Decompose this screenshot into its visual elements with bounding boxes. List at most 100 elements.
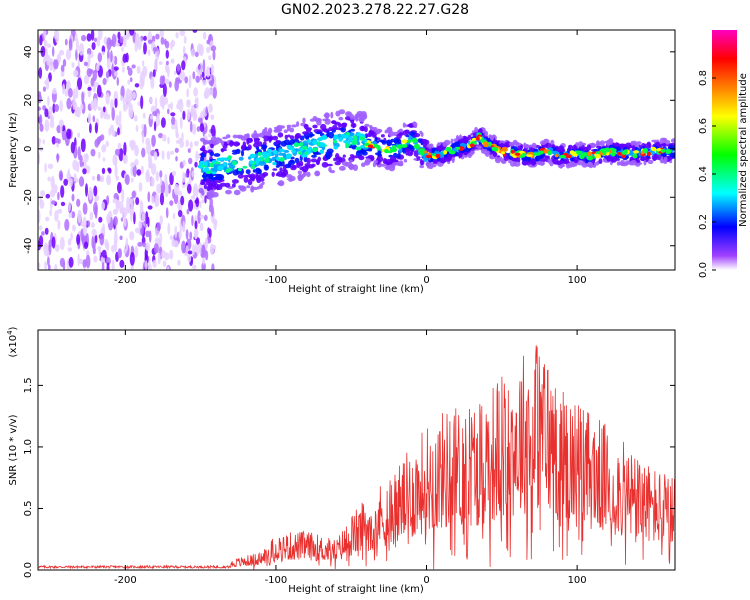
heatmap-band-cell <box>408 131 416 136</box>
heatmap-band-cell <box>328 166 332 173</box>
colorbar: 0.0 0.2 0.4 0.6 0.8 Normalized spectral ampl… <box>698 30 749 278</box>
heatmap-band-cell <box>225 189 232 195</box>
heatmap-noise-cell <box>209 243 215 256</box>
spectrogram-x-tick-label: 100 <box>568 275 587 286</box>
heatmap-noise-cell <box>105 113 111 120</box>
heatmap-noise-cell <box>138 182 143 192</box>
heatmap-noise-cell <box>148 157 153 169</box>
heatmap-band-cell <box>475 145 482 149</box>
heatmap-noise-cell <box>159 30 165 38</box>
heatmap-noise-cell <box>178 229 182 240</box>
heatmap-band-cell <box>451 156 455 163</box>
heatmap-noise-cell <box>174 225 178 239</box>
heatmap-band-cell <box>324 153 330 157</box>
heatmap-band-cell <box>208 184 214 190</box>
heatmap-band-cell <box>380 134 385 138</box>
heatmap-noise-cell <box>167 222 171 235</box>
heatmap-band-cell <box>279 167 283 172</box>
heatmap-ridge-cell <box>611 148 617 153</box>
heatmap-band-cell <box>593 162 600 166</box>
heatmap-band-cell <box>405 134 410 138</box>
heatmap-band-cell <box>258 177 265 182</box>
heatmap-band-cell <box>616 161 621 166</box>
heatmap-noise-cell <box>71 62 75 68</box>
heatmap-band-cell <box>246 185 251 189</box>
heatmap-band-cell <box>311 154 317 158</box>
heatmap-noise-cell <box>84 241 89 249</box>
heatmap-noise-cell <box>147 191 151 203</box>
heatmap-noise-cell <box>43 30 47 39</box>
heatmap-noise-cell <box>125 174 130 186</box>
heatmap-band-cell <box>599 140 605 147</box>
heatmap-band-cell <box>621 144 627 148</box>
heatmap-band-cell <box>213 179 218 186</box>
heatmap-noise-cell <box>191 215 194 227</box>
heatmap-band-cell <box>488 134 492 138</box>
heatmap-noise-cell <box>87 86 92 91</box>
heatmap-noise-cell <box>169 200 174 206</box>
heatmap-noise-cell <box>141 130 145 144</box>
heatmap-band-cell <box>255 133 259 139</box>
heatmap-ridge-cell <box>623 149 628 155</box>
heatmap-band-cell <box>373 129 378 133</box>
heatmap-noise-cell <box>51 136 56 145</box>
heatmap-ridge-cell <box>333 145 339 150</box>
heatmap-ridge-cell <box>285 153 292 159</box>
heatmap-noise-cell <box>151 134 156 147</box>
heatmap-noise-cell <box>111 63 114 77</box>
heatmap-noise-cell <box>59 236 65 251</box>
heatmap-band-cell <box>261 144 268 149</box>
heatmap-band-cell <box>238 156 244 161</box>
heatmap-ridge-cell <box>660 149 666 153</box>
heatmap-noise-cell <box>45 216 50 222</box>
heatmap-noise-cell <box>57 138 61 144</box>
heatmap-noise-cell <box>52 103 56 114</box>
heatmap-noise-cell <box>131 140 136 150</box>
heatmap-band-cell <box>558 147 563 151</box>
colorbar-tick-label: 0.4 <box>698 166 709 182</box>
heatmap-ridge-cell <box>482 141 489 147</box>
heatmap-noise-cell <box>93 255 98 263</box>
heatmap-band-cell <box>402 122 406 128</box>
snr-y-label: SNR (10 * v/v) <box>8 414 19 485</box>
heatmap-noise-cell <box>78 176 85 187</box>
heatmap-ridge-cell <box>411 138 418 143</box>
heatmap-band-cell <box>289 135 295 140</box>
heatmap-band-cell <box>588 162 594 169</box>
snr-x-label: Height of straight line (km) <box>288 584 424 595</box>
heatmap-noise-cell <box>163 96 169 105</box>
heatmap-noise-cell <box>153 121 157 132</box>
heatmap-ridge-cell <box>318 136 325 140</box>
heatmap-ridge-cell <box>576 150 583 155</box>
heatmap-band-cell <box>232 134 238 139</box>
heatmap-noise-cell <box>67 247 73 252</box>
heatmap-noise-cell <box>166 266 170 270</box>
heatmap-noise-cell <box>54 244 60 252</box>
heatmap-noise-cell <box>116 202 121 209</box>
heatmap-band-cell <box>389 156 397 162</box>
heatmap-noise-cell <box>91 42 96 51</box>
heatmap-band-cell <box>272 168 278 171</box>
heatmap-band-cell <box>200 155 205 162</box>
heatmap-noise-cell <box>87 113 92 124</box>
heatmap-noise-cell <box>114 71 119 77</box>
heatmap-noise-cell <box>194 220 198 230</box>
heatmap-band-cell <box>403 158 408 163</box>
heatmap-band-cell <box>315 159 320 166</box>
heatmap-noise-cell <box>38 114 43 126</box>
heatmap-noise-cell <box>202 59 206 73</box>
heatmap-noise-cell <box>190 48 196 57</box>
heatmap-noise-cell <box>85 254 91 269</box>
spectrogram-y-tick-label: 0 <box>23 146 34 152</box>
snr-frame <box>37 329 676 571</box>
heatmap-band-cell <box>304 164 310 170</box>
heatmap-band-cell <box>278 152 285 156</box>
heatmap-noise-cell <box>66 128 72 140</box>
heatmap-noise-cell <box>54 104 59 112</box>
heatmap-noise-cell <box>177 99 183 105</box>
heatmap-noise-cell <box>111 129 116 137</box>
heatmap-noise-cell <box>68 38 73 51</box>
heatmap-band-cell <box>522 160 528 166</box>
heatmap-noise-cell <box>120 217 124 222</box>
heatmap-ridge-cell <box>360 145 365 149</box>
